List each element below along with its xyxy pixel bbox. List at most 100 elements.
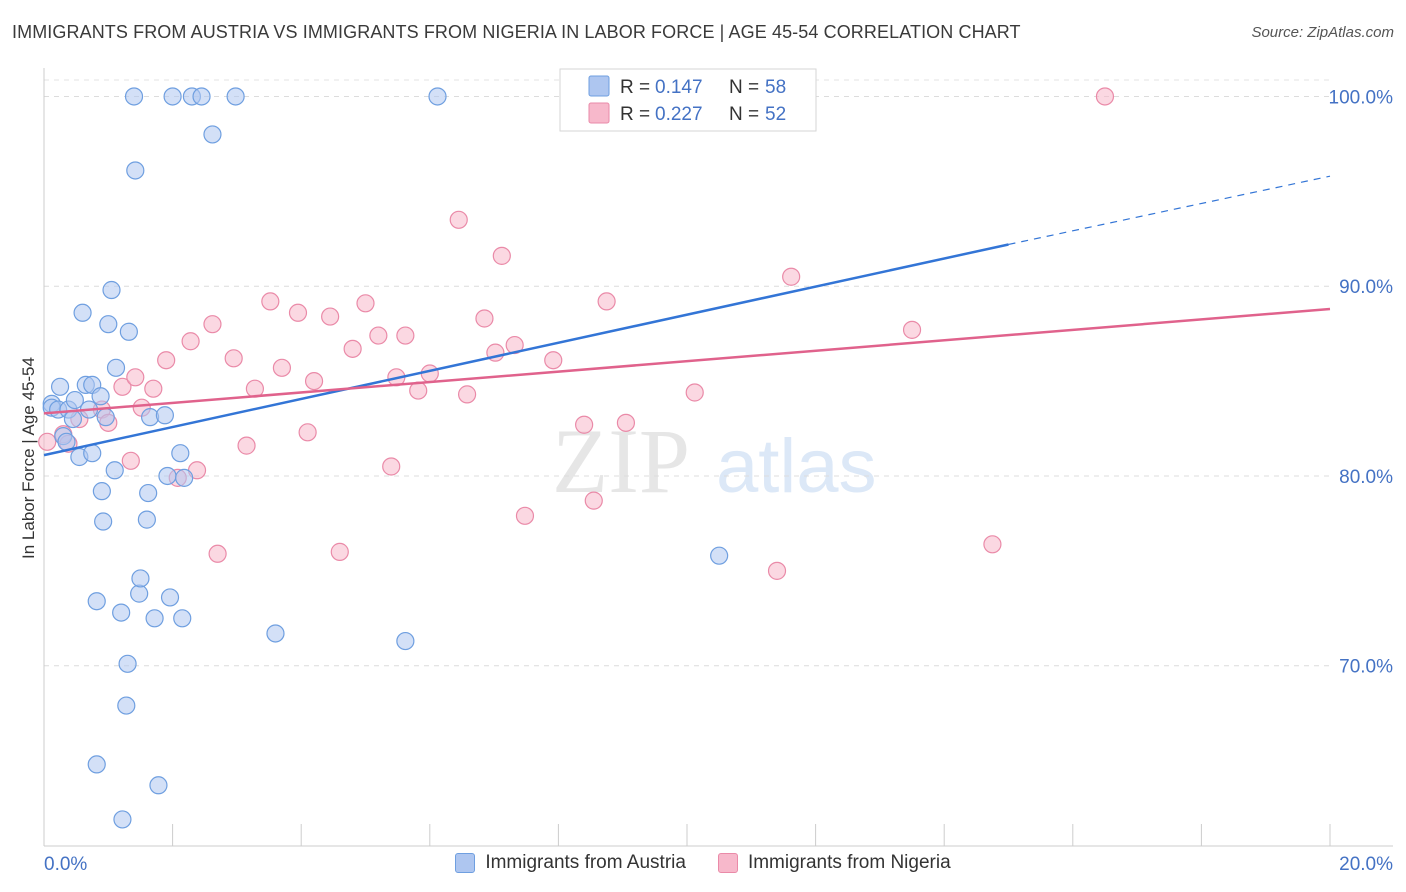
austria-point bbox=[124, 87, 144, 106]
austria-point bbox=[396, 631, 415, 651]
y-axis-label: In Labor Force | Age 45-54 bbox=[19, 357, 38, 559]
legend-n-label-austria: N = bbox=[729, 77, 759, 98]
austria-point bbox=[91, 387, 110, 406]
austria-point bbox=[710, 546, 729, 565]
nigeria-point bbox=[983, 535, 1002, 554]
tick-labels: 70.0% 80.0% 90.0% 100.0% 0.0% 20.0% bbox=[44, 87, 1393, 875]
nigeria-point bbox=[321, 307, 340, 326]
austria-point bbox=[175, 468, 194, 487]
austria-point bbox=[92, 482, 111, 501]
nigeria-point bbox=[157, 351, 176, 370]
austria-point bbox=[163, 87, 182, 106]
legend-n-value-nigeria: 52 bbox=[765, 104, 786, 125]
austria-point bbox=[149, 776, 168, 795]
nigeria-point bbox=[584, 491, 603, 510]
austria-point bbox=[131, 569, 150, 588]
correlation-legend: R = 0.147 N = 58 R = 0.227 N = 52 bbox=[559, 68, 817, 132]
austria-point bbox=[73, 303, 92, 322]
austria-point bbox=[87, 755, 106, 774]
source-credit: Source: ZipAtlas.com bbox=[1251, 24, 1394, 41]
austria-point bbox=[113, 810, 132, 829]
nigeria-label: Immigrants from Nigeria bbox=[747, 852, 951, 873]
nigeria-point bbox=[126, 368, 145, 387]
nigeria-point bbox=[420, 364, 439, 383]
austria-point bbox=[83, 444, 102, 463]
austria-point bbox=[119, 322, 138, 341]
austria-point bbox=[99, 315, 118, 334]
data-points bbox=[38, 87, 1115, 829]
nigeria-point bbox=[475, 309, 494, 328]
austria-point bbox=[266, 624, 285, 643]
austria-point bbox=[139, 483, 158, 503]
austria-point bbox=[63, 409, 83, 429]
austria-point bbox=[126, 161, 145, 180]
nigeria-point bbox=[767, 561, 787, 580]
nigeria-point bbox=[902, 320, 922, 339]
austria-point bbox=[160, 588, 180, 607]
nigeria-point bbox=[685, 383, 704, 402]
series-legend: Immigrants from Austria Immigrants from … bbox=[0, 852, 1406, 874]
nigeria-point bbox=[330, 542, 349, 561]
nigeria-point bbox=[544, 351, 563, 370]
legend-r-label-austria: R = bbox=[620, 77, 650, 98]
nigeria-point bbox=[1095, 87, 1115, 106]
austria-point bbox=[65, 390, 84, 410]
nigeria-point bbox=[449, 210, 468, 229]
austria-point bbox=[173, 609, 192, 628]
austria-point bbox=[112, 603, 131, 622]
austria-point bbox=[87, 592, 106, 611]
nigeria-point bbox=[616, 413, 636, 432]
nigeria-point bbox=[304, 371, 324, 391]
legend-swatch-austria bbox=[588, 75, 610, 97]
nigeria-point bbox=[597, 292, 616, 311]
austria-point bbox=[106, 358, 126, 377]
austria-point bbox=[226, 87, 245, 106]
nigeria-point bbox=[369, 326, 388, 345]
austria-point bbox=[94, 512, 113, 531]
nigeria-point bbox=[38, 432, 57, 451]
austria-point bbox=[203, 125, 222, 144]
austria-point bbox=[155, 406, 174, 425]
nigeria-point bbox=[457, 385, 477, 404]
nigeria-point bbox=[237, 436, 256, 455]
austria-trend-line bbox=[43, 243, 1009, 457]
legend-n-value-austria: 58 bbox=[765, 77, 786, 98]
austria-point bbox=[96, 408, 115, 427]
austria-point bbox=[171, 444, 190, 463]
y-tick-label: 90.0% bbox=[1339, 277, 1393, 298]
nigeria-point bbox=[113, 377, 132, 396]
nigeria-point bbox=[203, 315, 222, 334]
axes bbox=[43, 68, 1393, 847]
austria-label: Immigrants from Austria bbox=[485, 852, 686, 873]
chart-title: IMMIGRANTS FROM AUSTRIA VS IMMIGRANTS FR… bbox=[12, 22, 1021, 42]
nigeria-swatch bbox=[717, 853, 738, 873]
austria-trend-extension bbox=[1008, 175, 1331, 246]
austria-point bbox=[50, 377, 70, 396]
watermark-atlas: atlas bbox=[716, 424, 877, 509]
nigeria-point bbox=[181, 332, 200, 351]
x-tick-label-max: 20.0% bbox=[1339, 854, 1393, 875]
austria-point bbox=[192, 87, 211, 106]
nigeria-point bbox=[298, 423, 317, 442]
nigeria-point bbox=[575, 415, 594, 434]
nigeria-point bbox=[356, 294, 375, 313]
austria-swatch bbox=[455, 853, 476, 873]
austria-point bbox=[130, 584, 149, 603]
legend-swatch-nigeria bbox=[588, 102, 610, 124]
nigeria-point bbox=[288, 303, 308, 322]
nigeria-trend-line bbox=[43, 307, 1331, 415]
legend-n-label-nigeria: N = bbox=[729, 104, 759, 125]
austria-point bbox=[105, 461, 124, 480]
grid bbox=[44, 79, 1330, 667]
series-legend-nigeria: Immigrants from Nigeria bbox=[717, 852, 951, 874]
austria-point bbox=[145, 609, 164, 628]
nigeria-point bbox=[261, 292, 280, 311]
trend-lines bbox=[43, 175, 1331, 457]
y-tick-label: 80.0% bbox=[1339, 467, 1393, 488]
y-tick-label: 100.0% bbox=[1329, 87, 1394, 108]
nigeria-point bbox=[144, 379, 163, 398]
x-tick-label-min: 0.0% bbox=[44, 854, 87, 875]
nigeria-point bbox=[121, 451, 140, 470]
austria-point bbox=[118, 654, 137, 673]
